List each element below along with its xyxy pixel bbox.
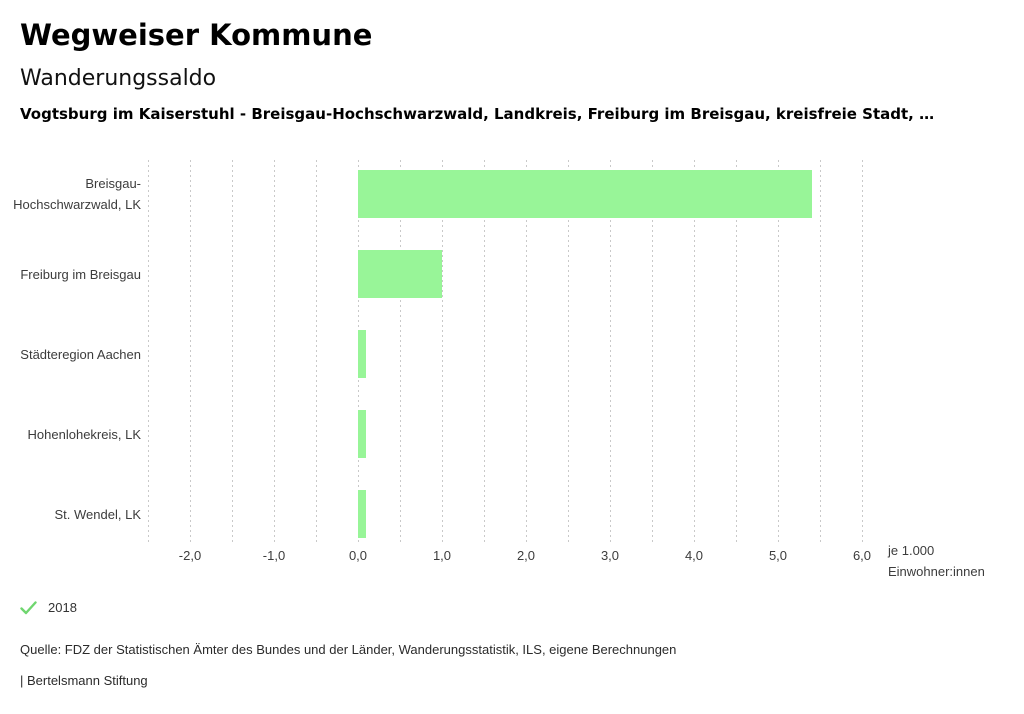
bar-3[interactable] bbox=[358, 330, 366, 378]
legend-year-label: 2018 bbox=[48, 600, 77, 615]
x-tick-label: 0,0 bbox=[348, 548, 368, 563]
check-icon bbox=[20, 600, 37, 614]
gridline bbox=[736, 160, 737, 544]
x-tick-label: 1,0 bbox=[432, 548, 452, 563]
category-label: Hohenlohekreis, LK bbox=[27, 426, 141, 442]
bar-5[interactable] bbox=[358, 490, 366, 538]
gridline bbox=[484, 160, 485, 544]
x-axis-tick-labels: -2,0 -1,0 0,0 1,0 2,0 3,0 4,0 5,0 6,0 bbox=[0, 548, 1024, 566]
legend-year-toggle[interactable]: 2018 bbox=[20, 600, 77, 615]
gridline bbox=[568, 160, 569, 544]
x-tick-label: 2,0 bbox=[516, 548, 536, 563]
x-tick-label: -2,0 bbox=[178, 548, 202, 563]
page-title: Wegweiser Kommune bbox=[20, 18, 373, 52]
gridline bbox=[778, 160, 779, 544]
gridline bbox=[820, 160, 821, 544]
category-label: Städteregion Aachen bbox=[20, 346, 141, 362]
gridline bbox=[526, 160, 527, 544]
attribution-note: | Bertelsmann Stiftung bbox=[20, 673, 148, 688]
plot-area bbox=[148, 160, 863, 544]
bar-1[interactable] bbox=[358, 170, 812, 218]
y-axis-category-labels: Breisgau-Hochschwarzwald, LK Freiburg im … bbox=[10, 160, 141, 560]
axis-unit-line-2: Einwohner:innen bbox=[888, 564, 985, 579]
x-tick-label: 5,0 bbox=[768, 548, 788, 563]
gridline bbox=[652, 160, 653, 544]
axis-unit-line-1: je 1.000 bbox=[888, 543, 935, 558]
gridline bbox=[694, 160, 695, 544]
category-label: St. Wendel, LK bbox=[54, 506, 141, 522]
gridline bbox=[232, 160, 233, 544]
gridline bbox=[148, 160, 149, 544]
category-label: Breisgau-Hochschwarzwald, LK bbox=[13, 176, 141, 212]
gridline bbox=[316, 160, 317, 544]
indicator-title: Wanderungssaldo bbox=[20, 66, 217, 91]
x-tick-label: 6,0 bbox=[852, 548, 872, 563]
gridline bbox=[862, 160, 863, 544]
source-note: Quelle: FDZ der Statistischen Ämter des … bbox=[20, 642, 677, 657]
gridline bbox=[400, 160, 401, 544]
x-tick-label: -1,0 bbox=[262, 548, 286, 563]
gridline bbox=[442, 160, 443, 544]
bar-2[interactable] bbox=[358, 250, 442, 298]
gridline bbox=[190, 160, 191, 544]
gridline bbox=[274, 160, 275, 544]
x-tick-label: 4,0 bbox=[684, 548, 704, 563]
category-label: Freiburg im Breisgau bbox=[20, 266, 141, 282]
axis-unit-label: je 1.000 Einwohner:innen bbox=[888, 540, 985, 582]
bar-4[interactable] bbox=[358, 410, 366, 458]
region-context-line: Vogtsburg im Kaiserstuhl - Breisgau-Hoch… bbox=[20, 105, 935, 123]
gridline bbox=[610, 160, 611, 544]
x-tick-label: 3,0 bbox=[600, 548, 620, 563]
